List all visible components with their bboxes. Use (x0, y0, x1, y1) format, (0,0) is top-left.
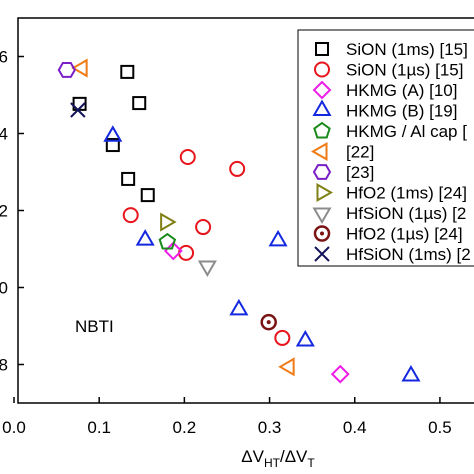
marker (311, 141, 328, 162)
legend-label: SiON (1ms) [15] (346, 40, 468, 59)
y-tick-label: 1.6 (0, 48, 8, 67)
y-tick-label: 0.8 (0, 356, 8, 375)
marker (72, 96, 87, 111)
legend-label: [23] (346, 163, 374, 182)
marker (278, 357, 295, 377)
marker (314, 61, 330, 78)
legend-label: HfSiON (1µs) [2 (346, 204, 466, 223)
marker (178, 244, 195, 261)
legend-label: HfO2 (1µs) [24] (346, 225, 463, 244)
marker (312, 207, 332, 225)
marker (268, 229, 288, 247)
marker (330, 364, 350, 384)
marker (179, 148, 196, 165)
marker (229, 160, 246, 177)
marker (312, 164, 332, 180)
marker (315, 42, 329, 56)
marker-ring (260, 313, 277, 331)
marker (295, 330, 315, 347)
marker (57, 62, 76, 78)
marker (401, 365, 421, 382)
legend-label: HfO2 (1ms) [24] (346, 184, 467, 203)
x-tick-label: 0.2 (173, 418, 197, 437)
marker (120, 64, 135, 79)
legend-label: HKMG (B) [19] (346, 102, 457, 121)
y-tick-label: 1.4 (0, 125, 8, 144)
marker (158, 232, 177, 250)
marker (316, 182, 333, 203)
x-label-part: ΔV (241, 447, 264, 466)
marker (132, 96, 147, 111)
marker (71, 58, 88, 78)
legend-label: [22] (346, 143, 374, 162)
marker (313, 121, 331, 139)
marker (195, 219, 212, 236)
legend-label: HfSiON (1ms) [2 (346, 245, 471, 264)
y-tick-label: 1.2 (0, 202, 8, 221)
x-label-part: /ΔV (280, 447, 308, 466)
marker (314, 246, 330, 262)
marker-ring (313, 225, 331, 242)
x-tick-label: 0.4 (343, 418, 367, 437)
marker (105, 138, 120, 153)
y-tick-label: 1.0 (0, 279, 8, 298)
legend-label: HKMG / Al cap [ (346, 122, 467, 141)
x-tick-label: 0.1 (87, 418, 111, 437)
x-label-part: T (307, 456, 315, 470)
marker (197, 260, 217, 277)
marker (135, 229, 155, 246)
x-tick-label: 0.5 (428, 418, 452, 437)
x-axis-label: ΔVHT/ΔVT (241, 447, 315, 470)
marker (312, 99, 332, 116)
marker (103, 125, 123, 142)
marker (274, 329, 291, 346)
marker (160, 212, 177, 232)
marker (140, 188, 155, 203)
legend-label: SiON (1µs) [15] (346, 61, 464, 80)
marker (121, 171, 136, 186)
marker (70, 102, 86, 118)
annotation: NBTI (75, 317, 114, 336)
marker (313, 225, 331, 242)
marker (312, 80, 332, 100)
x-tick-label: 0.3 (258, 418, 282, 437)
marker-dot (320, 231, 324, 236)
marker-dot (266, 320, 271, 325)
marker (260, 313, 277, 331)
legend-label: HKMG (A) [10] (346, 81, 457, 100)
marker (229, 298, 249, 316)
x-tick-label: 0.0 (2, 418, 26, 437)
x-label-part: HT (264, 456, 281, 470)
marker (122, 207, 139, 224)
